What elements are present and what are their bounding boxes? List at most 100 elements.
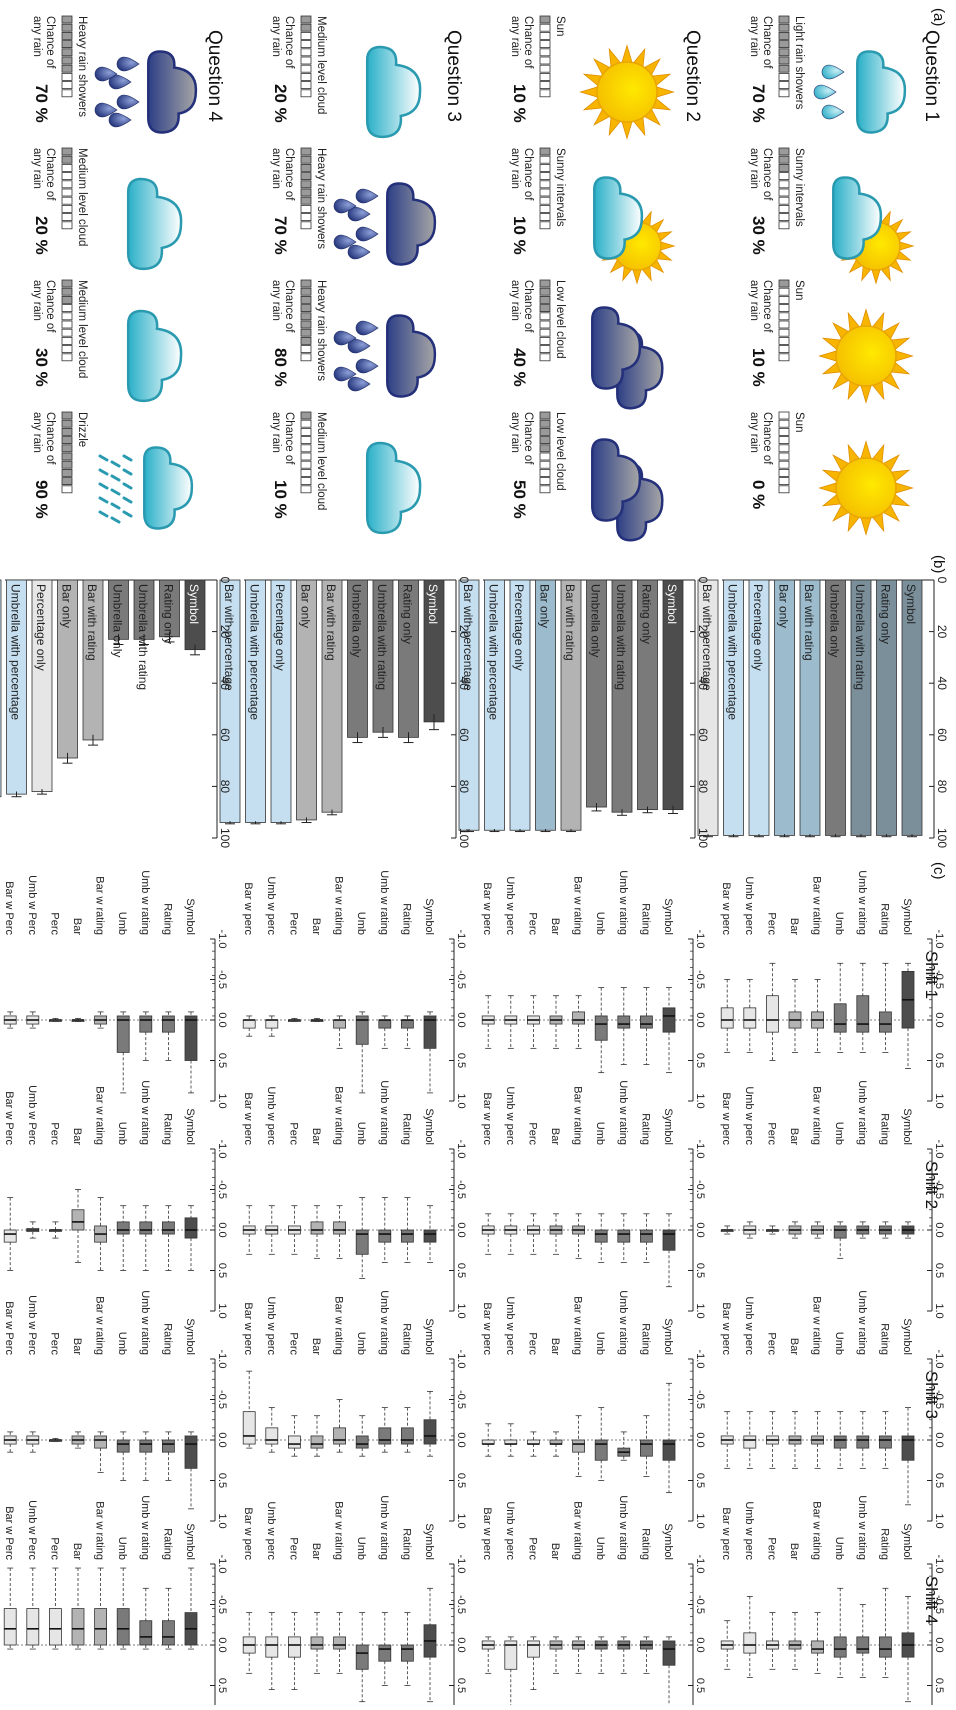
boxplot-shift-3-row-2: -1.0 -0.5 0.0 0.5 1.0 Symbol Rating Umb w ratin… (481, 1290, 706, 1528)
rain-chance-cell (61, 40, 73, 48)
rain-chance-cell (778, 56, 790, 65)
rain-chance-cell (61, 64, 73, 73)
rain-chance-cell (300, 221, 312, 230)
box-tick-label: 0.0 (455, 1012, 467, 1027)
rain-chance-cell (61, 444, 73, 453)
rain-chance-cell (61, 163, 73, 172)
box-category-label: Bar (71, 1543, 83, 1560)
box (378, 1229, 392, 1243)
box-tick-label: 0.5 (694, 1678, 706, 1693)
box-tick-label: 1.0 (933, 1093, 945, 1108)
box-tick-label: 0.0 (216, 1012, 228, 1027)
box-category-label: Rating (878, 1528, 890, 1560)
box (401, 1427, 414, 1445)
box (765, 995, 779, 1033)
chance-value: 40 % (510, 348, 529, 387)
rain-chance-cell (300, 287, 312, 296)
rain-chance-cell (778, 172, 790, 181)
chance-value: 10 % (510, 84, 529, 123)
question-title: Question 2 (682, 30, 703, 122)
rain-chance-cell (61, 320, 73, 329)
box-category-label: Bar w rating (572, 1086, 584, 1145)
rain-chance-cell (300, 279, 312, 288)
box (288, 1435, 301, 1449)
rain-chance-cell (61, 73, 73, 81)
box (572, 1439, 586, 1453)
box (617, 1015, 631, 1029)
rain-chance-cell (61, 336, 73, 345)
box-category-label: Perc (526, 1122, 538, 1145)
rain-chance-cell (539, 188, 551, 197)
rain-chance-cell (778, 460, 790, 469)
bar-tick-label: 20 (457, 625, 471, 639)
box-category-label: Umb w perc (504, 1296, 516, 1355)
rain-chance-cell (778, 452, 790, 461)
rain-chance-cell (300, 180, 312, 189)
bar-tick-label: 80 (218, 780, 232, 794)
box-category-label: Bar (788, 1338, 800, 1355)
chance-suffix: any rain (509, 412, 521, 453)
box-category-label: Symbol (423, 1318, 435, 1355)
rain-chance-cell (61, 48, 73, 57)
box-category-label: Rating (400, 1528, 412, 1560)
box-category-label: Bar (71, 1338, 83, 1355)
bar-category-label: Percentage only (34, 584, 48, 671)
box-category-label: Perc (765, 1537, 777, 1560)
rain-chance-cell (61, 353, 73, 362)
drizzle-dash (98, 468, 109, 476)
chance-suffix: any rain (270, 280, 282, 321)
bar-tick-label: 100 (457, 828, 471, 848)
box-tick-label: 1.0 (694, 1093, 706, 1108)
drizzle-dash (122, 496, 133, 504)
box (49, 1608, 62, 1646)
rain-chance-cell (300, 48, 312, 57)
rain-chance-cell (61, 81, 73, 89)
box (594, 1439, 608, 1461)
box-tick-label: -0.5 (455, 1390, 467, 1409)
bar-category-label: Percentage only (273, 584, 287, 671)
rain-chance-cell (300, 312, 312, 321)
rain-chance-cell (61, 196, 73, 205)
box (139, 1620, 153, 1646)
forecast-label: Sunny intervals (554, 148, 566, 227)
box-category-label: Perc (765, 912, 777, 935)
chance-suffix: any rain (270, 16, 282, 57)
rain-chance-cell (539, 196, 551, 205)
boxplot-shift-3-row-3: -1.0 -0.5 0.0 0.5 1.0 Symbol Rating Umb w ratin… (242, 1290, 467, 1528)
cloud-shape (143, 446, 194, 530)
box-tick-label: -1.0 (933, 1350, 945, 1369)
rain-chance-cell (539, 155, 551, 164)
rain-chance-cell (778, 411, 790, 420)
rain-chance-cell (300, 40, 312, 48)
box-category-label: Umb w Perc (26, 1500, 38, 1560)
box (401, 1644, 414, 1662)
chance-suffix: any rain (31, 16, 43, 57)
box (116, 1439, 130, 1453)
box-tick-label: 1.0 (216, 1513, 228, 1528)
chance-value: 10 % (749, 348, 768, 387)
box-category-label: Rating (400, 1323, 412, 1355)
box-tick-label: 0.5 (216, 1473, 228, 1488)
box-category-label: Umb (355, 912, 367, 935)
rain-chance-cell (539, 163, 551, 172)
box-tick-label: 1.0 (933, 1513, 945, 1528)
box-category-label: Umb (594, 912, 606, 935)
box-tick-label: 0.0 (216, 1432, 228, 1447)
rain-chance-cell (61, 427, 73, 436)
box-category-label: Perc (287, 1332, 299, 1355)
box (833, 1636, 847, 1658)
raindrop (108, 112, 132, 128)
box-category-label: Symbol (423, 1523, 435, 1560)
rain-chance-cell (778, 312, 790, 321)
rain-chance-cell (539, 279, 551, 288)
cloud-shape (591, 438, 642, 522)
box (116, 1015, 130, 1053)
rain-chance-cell (539, 411, 551, 420)
rain-chance-cell (778, 436, 790, 445)
box (265, 1636, 279, 1658)
raindrop (116, 56, 140, 72)
drizzle-dash (122, 468, 133, 476)
bar-category-label: Rating only (640, 584, 654, 644)
box-category-label: Bar w rating (572, 1501, 584, 1560)
